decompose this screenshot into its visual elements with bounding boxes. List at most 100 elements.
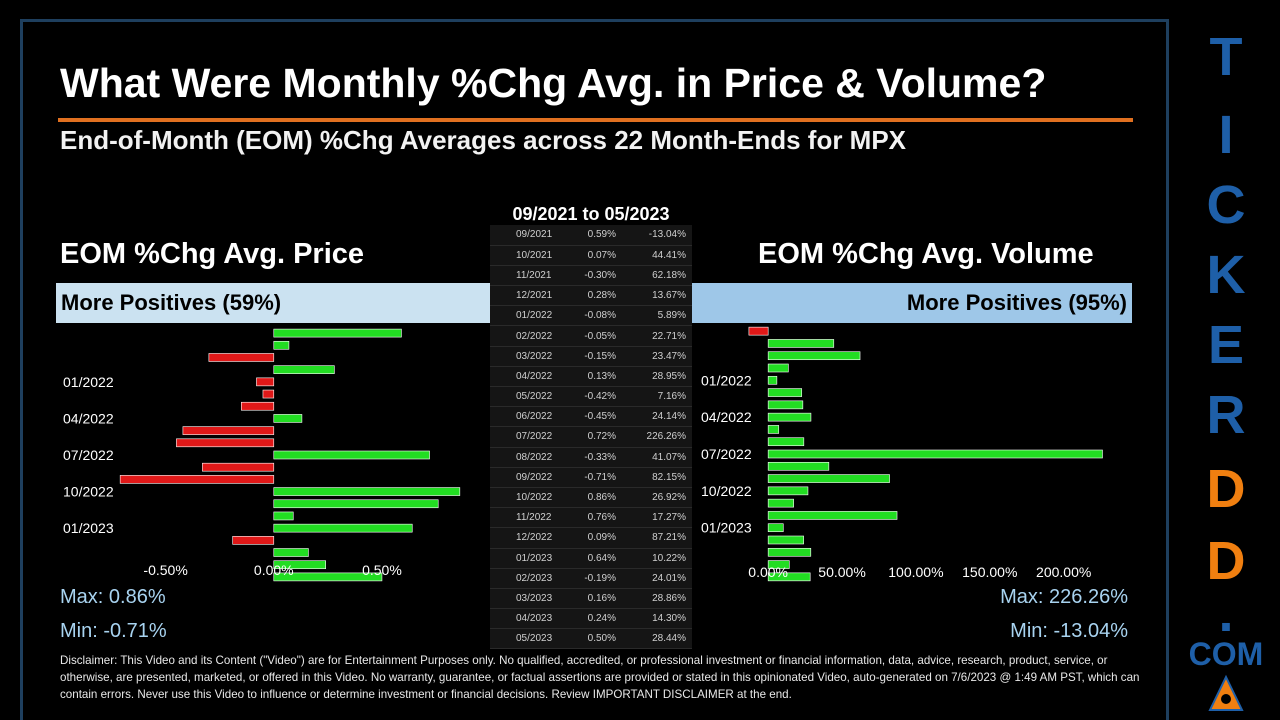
brand-letter: D [1206, 531, 1246, 591]
table-cell-month: 03/2022 [490, 346, 566, 367]
table-cell-volume: 41.07% [624, 447, 692, 468]
x-tick-label: 0.00% [254, 562, 294, 578]
table-cell-price: 0.13% [566, 366, 624, 388]
bar-12-2022 [273, 511, 294, 521]
table-row: 05/2022 -0.42% 7.16% [490, 386, 692, 408]
table-cell-month: 09/2021 [490, 225, 566, 246]
y-tick-label: 10/2022 [701, 483, 752, 499]
table-cell-month: 02/2022 [490, 325, 566, 347]
brand-letter: R [1206, 385, 1246, 445]
bar-08-2022 [767, 461, 830, 471]
table-cell-price: 0.07% [566, 245, 624, 266]
brand-letter: I [1218, 105, 1234, 165]
bar-09-2022 [767, 474, 890, 483]
table-cell-month: 05/2023 [490, 628, 566, 650]
price-bar-chart: 01/2022 04/2022 07/2022 10/2022 01/2023 -0.50… [63, 328, 461, 582]
bar-06-2022 [767, 437, 805, 447]
table-row: 03/2022 -0.15% 23.47% [490, 346, 692, 367]
table-row: 12/2022 0.09% 87.21% [490, 527, 692, 549]
bar-05-2023 [767, 572, 811, 582]
table-cell-month: 03/2023 [490, 588, 566, 610]
table-row: 09/2022 -0.71% 82.15% [490, 467, 692, 488]
brand-com-text: COM [1188, 636, 1264, 672]
table-cell-price: 0.64% [566, 548, 624, 569]
table-cell-price: 0.76% [566, 507, 624, 529]
volume-positives-text: More Positives (95%) [906, 290, 1127, 315]
bar-01-2023 [273, 523, 413, 533]
price-max-stat: Max: 0.86% [60, 586, 166, 608]
table-cell-price: -0.71% [566, 467, 624, 488]
disclaimer-text: Disclaimer: This Video and its Content (… [60, 654, 1140, 701]
table-row: 09/2021 0.59% -13.04% [490, 225, 692, 246]
table-cell-volume: -13.04% [624, 225, 692, 246]
table-cell-price: 0.16% [566, 588, 624, 610]
table-row: 01/2023 0.64% 10.22% [490, 548, 692, 569]
table-cell-price: 0.86% [566, 487, 624, 509]
table-cell-volume: 28.95% [624, 366, 692, 388]
table-cell-month: 11/2022 [490, 507, 566, 529]
bar-04-2022 [767, 412, 812, 422]
bar-01-2023 [767, 523, 784, 533]
table-cell-price: -0.08% [566, 305, 624, 327]
bar-07-2022 [767, 449, 1103, 459]
x-tick-label: 0.00% [748, 564, 788, 580]
brand-letter: D [1206, 459, 1246, 519]
volume-bar-chart: 01/2022 04/2022 07/2022 10/2022 01/2023 0.00%… [701, 326, 1103, 582]
table-cell-month: 04/2022 [490, 366, 566, 388]
bar-10-2021 [273, 340, 290, 350]
price-min-stat: Min: -0.71% [60, 620, 167, 642]
table-row: 10/2021 0.07% 44.41% [490, 245, 692, 266]
bar-02-2023 [232, 536, 275, 545]
brand-letter: C [1206, 175, 1246, 235]
table-cell-price: -0.45% [566, 406, 624, 428]
table-cell-price: -0.19% [566, 568, 624, 589]
table-cell-volume: 87.21% [624, 527, 692, 549]
table-cell-month: 05/2022 [490, 386, 566, 408]
table-cell-volume: 28.86% [624, 588, 692, 610]
brand-letter: . [1218, 583, 1234, 643]
table-cell-month: 04/2023 [490, 608, 566, 630]
bar-12-2022 [767, 511, 898, 520]
bar-05-2023 [273, 572, 383, 582]
bar-12-2021 [767, 363, 789, 373]
brand-triangle-icon [1208, 674, 1244, 711]
page-subtitle: End-of-Month (EOM) %Chg Averages across … [60, 125, 907, 155]
table-cell-volume: 10.22% [624, 548, 692, 569]
brand-letter: E [1207, 315, 1245, 375]
x-tick-label: -0.50% [143, 562, 187, 578]
bar-03-2022 [241, 401, 275, 411]
table-cell-month: 09/2022 [490, 467, 566, 488]
table-row: 01/2022 -0.08% 5.89% [490, 305, 692, 327]
title-divider [58, 118, 1133, 122]
table-cell-month: 07/2022 [490, 426, 566, 448]
y-tick-label: 04/2022 [63, 410, 114, 426]
x-tick-label: 0.50% [362, 562, 402, 578]
bar-07-2022 [273, 450, 430, 460]
bar-01-2022 [767, 375, 778, 385]
table-cell-volume: 62.18% [624, 265, 692, 287]
table-row: 02/2022 -0.05% 22.71% [490, 325, 692, 347]
bar-02-2022 [262, 389, 275, 399]
table-row: 11/2021 -0.30% 62.18% [490, 265, 692, 287]
table-cell-month: 01/2023 [490, 548, 566, 569]
table-cell-price: 0.28% [566, 285, 624, 307]
bar-12-2021 [273, 365, 335, 374]
x-tick-label: 50.00% [818, 564, 865, 580]
table-cell-month: 08/2022 [490, 447, 566, 468]
bar-03-2022 [767, 400, 804, 410]
x-tick-label: 150.00% [962, 564, 1017, 580]
y-tick-label: 01/2022 [701, 372, 752, 388]
y-tick-label: 01/2023 [701, 520, 752, 536]
bar-06-2022 [176, 438, 275, 448]
y-tick-label: 07/2022 [701, 446, 752, 462]
table-cell-volume: 13.67% [624, 285, 692, 307]
table-cell-price: -0.33% [566, 447, 624, 468]
table-cell-volume: 17.27% [624, 507, 692, 529]
volume-min-stat: Min: -13.04% [1010, 620, 1128, 642]
table-cell-volume: 82.15% [624, 467, 692, 488]
table-cell-month: 11/2021 [490, 265, 566, 287]
price-panel-title: EOM %Chg Avg. Price [60, 238, 365, 270]
bar-10-2022 [767, 486, 809, 496]
table-row: 06/2022 -0.45% 24.14% [490, 406, 692, 428]
table-cell-price: 0.59% [566, 225, 624, 246]
